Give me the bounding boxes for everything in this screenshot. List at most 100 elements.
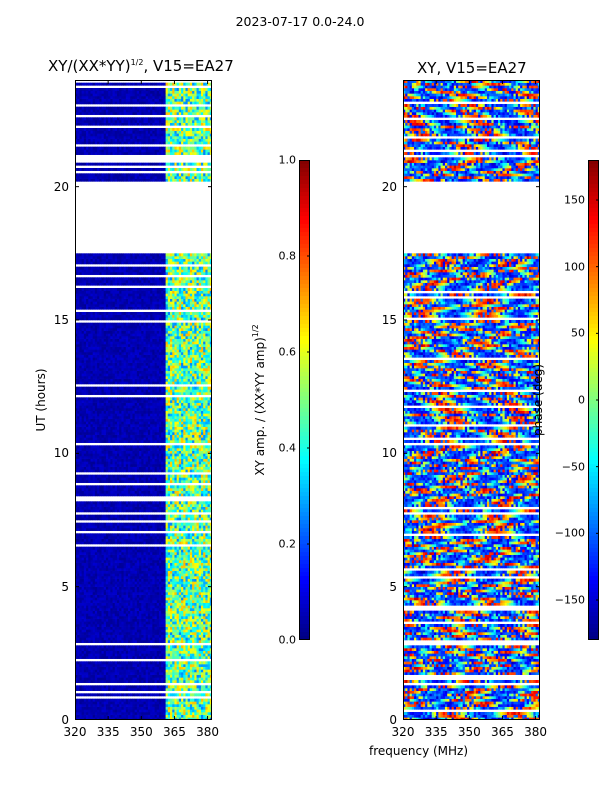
- heatmap-cell: [75, 666, 78, 670]
- heatmap-cell: [141, 610, 144, 614]
- heatmap-cell: [196, 637, 200, 641]
- heatmap-cell: [156, 637, 160, 641]
- heatmap-cell: [90, 672, 94, 675]
- heatmap-cell: [158, 664, 162, 667]
- heatmap-cell: [163, 608, 166, 611]
- heatmap-cell: [200, 669, 204, 673]
- heatmap-cell: [143, 688, 147, 691]
- heatmap-cell: [181, 664, 184, 667]
- heatmap-cell: [139, 672, 142, 675]
- heatmap-cell: [145, 674, 149, 678]
- heatmap-cell: [172, 674, 175, 678]
- heatmap-cell: [105, 650, 109, 654]
- heatmap-cell: [86, 629, 89, 633]
- heatmap-cell: [139, 677, 142, 681]
- heatmap-cell: [183, 666, 186, 670]
- heatmap-cell: [88, 664, 91, 667]
- heatmap-cell: [79, 717, 83, 720]
- heatmap-cell: [196, 613, 200, 617]
- heatmap-cell: [209, 650, 212, 654]
- heatmap-cell: [198, 624, 202, 627]
- heatmap-cell: [192, 680, 195, 683]
- heatmap-cell: [116, 629, 120, 633]
- heatmap-cell: [209, 629, 212, 633]
- heatmap-cell: [103, 688, 107, 691]
- heatmap-cell: [170, 650, 173, 654]
- heatmap-cell: [145, 648, 149, 651]
- heatmap-cell: [128, 680, 131, 683]
- heatmap-cell: [181, 616, 184, 619]
- heatmap-cell: [154, 688, 158, 691]
- heatmap-cell: [183, 672, 186, 675]
- heatmap-cell: [90, 605, 94, 609]
- heatmap-cell: [77, 714, 80, 718]
- heatmap-cell: [79, 666, 83, 670]
- heatmap-cell: [103, 605, 107, 609]
- heatmap-cell: [77, 605, 80, 609]
- heatmap-cell: [130, 706, 133, 710]
- heatmap-cell: [116, 653, 120, 657]
- heatmap-cell: [194, 685, 197, 689]
- heatmap-cell: [134, 693, 138, 697]
- heatmap-cell: [112, 664, 116, 667]
- heatmap-cell: [119, 621, 122, 625]
- heatmap-cell: [101, 610, 105, 614]
- heatmap-cell: [165, 621, 169, 625]
- heatmap-cell: [192, 629, 195, 633]
- heatmap-cell: [77, 648, 80, 651]
- heatmap-cell: [125, 685, 129, 689]
- heatmap-cell: [103, 704, 107, 707]
- heatmap-cell: [121, 680, 125, 683]
- heatmap-cell: [92, 709, 96, 713]
- heatmap-cell: [150, 669, 153, 673]
- heatmap-cell: [75, 709, 78, 713]
- heatmap-cell: [196, 608, 200, 611]
- heatmap-cell: [150, 645, 153, 649]
- heatmap-cell: [105, 674, 109, 678]
- heatmap-cell: [97, 674, 100, 678]
- heatmap-cell: [189, 608, 193, 611]
- heatmap-cell: [75, 613, 78, 617]
- heatmap-cell: [128, 706, 131, 710]
- heatmap-cell: [209, 608, 212, 611]
- heatmap-cell: [143, 634, 147, 638]
- heatmap-cell: [97, 666, 100, 670]
- heatmap-cell: [94, 605, 98, 609]
- heatmap-cell: [130, 704, 133, 707]
- heatmap-cell: [128, 712, 131, 715]
- heatmap-cell: [105, 680, 109, 683]
- heatmap-cell: [147, 698, 151, 702]
- heatmap-cell: [156, 664, 160, 667]
- heatmap-cell: [83, 672, 87, 675]
- heatmap-cell: [141, 712, 144, 715]
- heatmap-cell: [198, 661, 202, 665]
- heatmap-cell: [136, 666, 140, 670]
- heatmap-cell: [147, 645, 151, 649]
- heatmap-cell: [121, 634, 125, 638]
- heatmap-cell: [167, 688, 171, 691]
- heatmap-cell: [112, 704, 116, 707]
- heatmap-cell: [161, 709, 164, 713]
- heatmap-cell: [101, 666, 105, 670]
- heatmap-cell: [88, 698, 91, 702]
- heatmap-cell: [99, 693, 102, 697]
- heatmap-cell: [165, 629, 169, 633]
- heatmap-cell: [105, 698, 109, 702]
- heatmap-cell: [79, 629, 83, 633]
- heatmap-cell: [176, 688, 180, 691]
- heatmap-cell: [154, 669, 158, 673]
- heatmap-cell: [185, 621, 189, 625]
- heatmap-cell: [167, 693, 171, 697]
- heatmap-cell: [165, 674, 169, 678]
- heatmap-cell: [176, 672, 180, 675]
- heatmap-cell: [156, 674, 160, 678]
- heatmap-cell: [86, 648, 89, 651]
- heatmap-cell: [114, 608, 118, 611]
- heatmap-cell: [136, 656, 140, 659]
- heatmap-cell: [185, 637, 189, 641]
- heatmap-cell: [90, 709, 94, 713]
- heatmap-cell: [181, 634, 184, 638]
- heatmap-cell: [181, 680, 184, 683]
- heatmap-cell: [77, 664, 80, 667]
- heatmap-cell: [116, 648, 120, 651]
